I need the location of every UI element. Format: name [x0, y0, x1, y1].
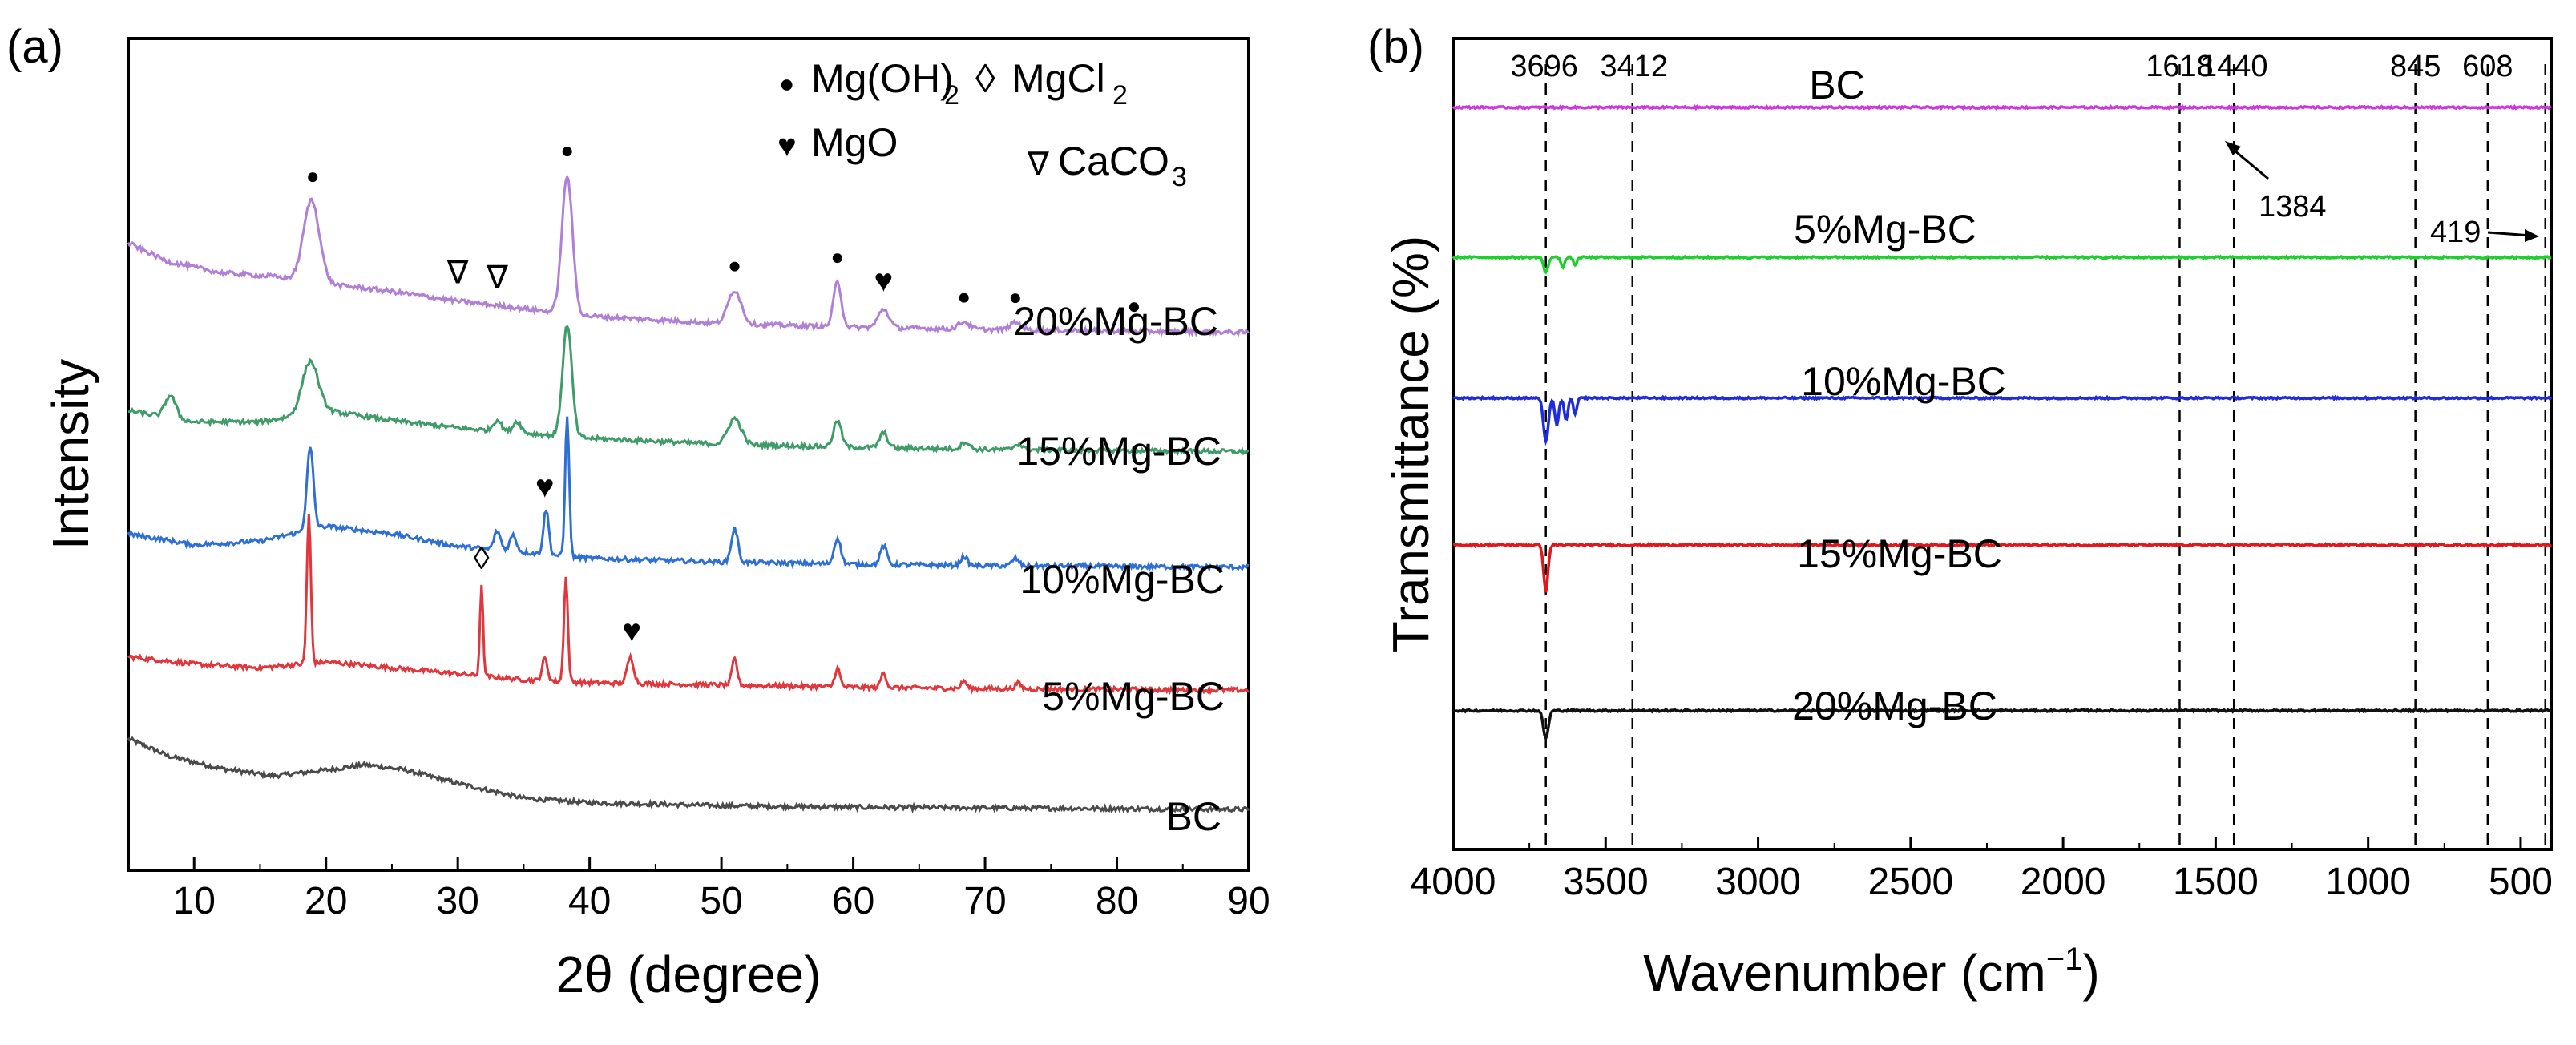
b-x-axis-title-end: ) [2082, 944, 2099, 1002]
b-top-peak-label: 1618 [2146, 50, 2214, 83]
b-series-line [1452, 707, 2552, 742]
panel-b-x-ticks: 4000 3500 3000 2500 2000 1500 1000 500 [1411, 837, 2553, 903]
panel-b-ftir-chart: (b) 4000 3500 3000 2500 2000 1500 1000 500 3696… [1367, 21, 2553, 1002]
a-x-tick-label: 50 [700, 880, 742, 922]
a-phase-marker: ● [957, 284, 971, 309]
legend-caco3: ∇ CaCO 3 [1027, 139, 1187, 192]
a-phase-marker: ● [1127, 293, 1141, 318]
b-x-tick-label: 500 [2489, 861, 2553, 903]
legend: ● Mg(OH) 2 ◊ MgCl 2 ♥ MgO ∇ CaCO 3 [777, 56, 1187, 192]
a-phase-marker: ● [560, 138, 574, 163]
a-phase-marker: ● [830, 244, 844, 269]
b-top-peak-label: 845 [2390, 50, 2441, 83]
legend-mgoh2-symbol: ● [779, 69, 794, 98]
a-x-tick-label: 20 [305, 880, 347, 922]
annotation-1384: 1384 [2225, 141, 2327, 224]
b-x-tick-label: 1000 [2325, 861, 2411, 903]
a-series-line [127, 174, 1250, 338]
b-x-axis-title-sup: −1 [2046, 942, 2083, 977]
b-x-tick-label: 3000 [1715, 861, 1801, 903]
b-x-axis-title: Wavenumber (cm−1) [1643, 942, 2100, 1002]
legend-mgo-text: MgO [811, 120, 898, 165]
b-x-tick-label: 1500 [2173, 861, 2259, 903]
b-series-line [1452, 394, 2553, 446]
a-x-tick-label: 60 [832, 880, 874, 922]
annotation-419: 419 [2430, 216, 2539, 249]
panel-label-b: (b) [1367, 21, 1424, 73]
panel-a-x-ticks: 10 20 30 40 50 60 70 80 90 [127, 857, 1270, 922]
b-top-peak-label: 3696 [1510, 50, 1578, 83]
b-label-20: 20%Mg-BC [1792, 684, 1997, 728]
a-phase-marker: ♥ [874, 264, 894, 299]
a-phase-marker: ● [728, 252, 741, 277]
a-phase-marker: ◊ [474, 541, 490, 576]
panel-a-xrd-chart: (a) 10 20 30 40 50 60 70 80 90 ●∇ ∇●● ●♥ ● ● ●♥◊♥ BC … [6, 21, 1270, 1003]
legend-mgoh2-text: Mg(OH) [811, 56, 954, 101]
b-x-tick-label: 3500 [1563, 861, 1649, 903]
b-x-axis-title-main: Wavenumber (cm [1643, 944, 2046, 1002]
a-phase-marker: ♥ [535, 469, 555, 504]
legend-caco3-symbol: ∇ [1027, 147, 1049, 182]
b-x-tick-label: 2000 [2021, 861, 2106, 903]
panel-b-reference-lines [1544, 64, 2547, 849]
a-label-bc: BC [1166, 794, 1221, 839]
panel-a-phase-markers: ● ∇ ∇ ● ● ● ♥ ● ● ● ♥ ◊ ♥ [306, 138, 1141, 649]
a-x-tick-label: 40 [568, 880, 611, 922]
annotation-419-label: 419 [2430, 216, 2481, 249]
b-label-bc: BC [1809, 63, 1864, 107]
b-series-line [1452, 541, 2553, 593]
legend-mgoh2: ● Mg(OH) 2 [779, 56, 959, 111]
a-x-tick-label: 30 [436, 880, 478, 922]
a-x-tick-label: 90 [1227, 880, 1270, 922]
b-top-peak-label: 1440 [2200, 50, 2268, 83]
a-phase-marker: ∇ [486, 260, 508, 295]
legend-mgo-symbol: ♥ [777, 128, 797, 163]
a-x-tick-label: 70 [963, 880, 1006, 922]
a-phase-marker: ● [1008, 284, 1022, 309]
b-y-axis-title: Transmittance (%) [1382, 236, 1439, 652]
a-x-tick-label: 80 [1096, 880, 1138, 922]
b-label-5: 5%Mg-BC [1794, 207, 1976, 252]
a-series-line [127, 325, 1249, 457]
a-label-5: 5%Mg-BC [1042, 674, 1225, 719]
legend-caco3-sub: 3 [1172, 162, 1187, 192]
panel-label-a: (a) [6, 21, 63, 73]
b-x-tick-label: 4000 [1411, 861, 1496, 903]
a-y-axis-title: Intensity [42, 359, 99, 550]
b-series-line [1452, 254, 2552, 275]
legend-caco3-text: CaCO [1058, 139, 1169, 184]
b-series-line [1452, 103, 2552, 111]
a-series-line [127, 513, 1250, 696]
a-x-tick-label: 10 [173, 880, 216, 922]
legend-mgcl2-text: MgCl [1011, 56, 1105, 101]
legend-mgcl2-sub: 2 [1112, 80, 1128, 111]
a-label-20: 20%Mg-BC [1013, 299, 1218, 344]
a-phase-marker: ● [306, 163, 320, 188]
b-x-tick-label: 2500 [1867, 861, 1953, 903]
a-phase-marker: ♥ [622, 614, 641, 649]
a-label-10: 10%Mg-BC [1019, 557, 1225, 602]
b-label-15: 15%Mg-BC [1797, 531, 2002, 576]
panel-a-plot-frame [127, 37, 1250, 872]
panel-b-plot-frame [1452, 37, 2553, 851]
legend-mgcl2-symbol: ◊ [975, 56, 995, 101]
a-phase-marker: ∇ [446, 256, 469, 291]
b-label-10: 10%Mg-BC [1801, 359, 2006, 404]
a-series-line [127, 416, 1250, 572]
b-top-peak-label: 3412 [1600, 50, 1668, 83]
b-top-peak-label: 608 [2462, 50, 2513, 83]
legend-mgcl2: ◊ MgCl 2 [975, 56, 1128, 111]
panel-a-series [127, 174, 1250, 814]
annotation-1384-label: 1384 [2259, 190, 2327, 224]
panel-b-series [1452, 103, 2553, 742]
legend-mgo: ♥ MgO [777, 120, 898, 165]
legend-mgoh2-sub: 2 [944, 80, 959, 111]
a-x-axis-title: 2θ (degree) [556, 946, 822, 1003]
a-series-line [127, 736, 1250, 814]
a-label-15: 15%Mg-BC [1016, 429, 1221, 474]
